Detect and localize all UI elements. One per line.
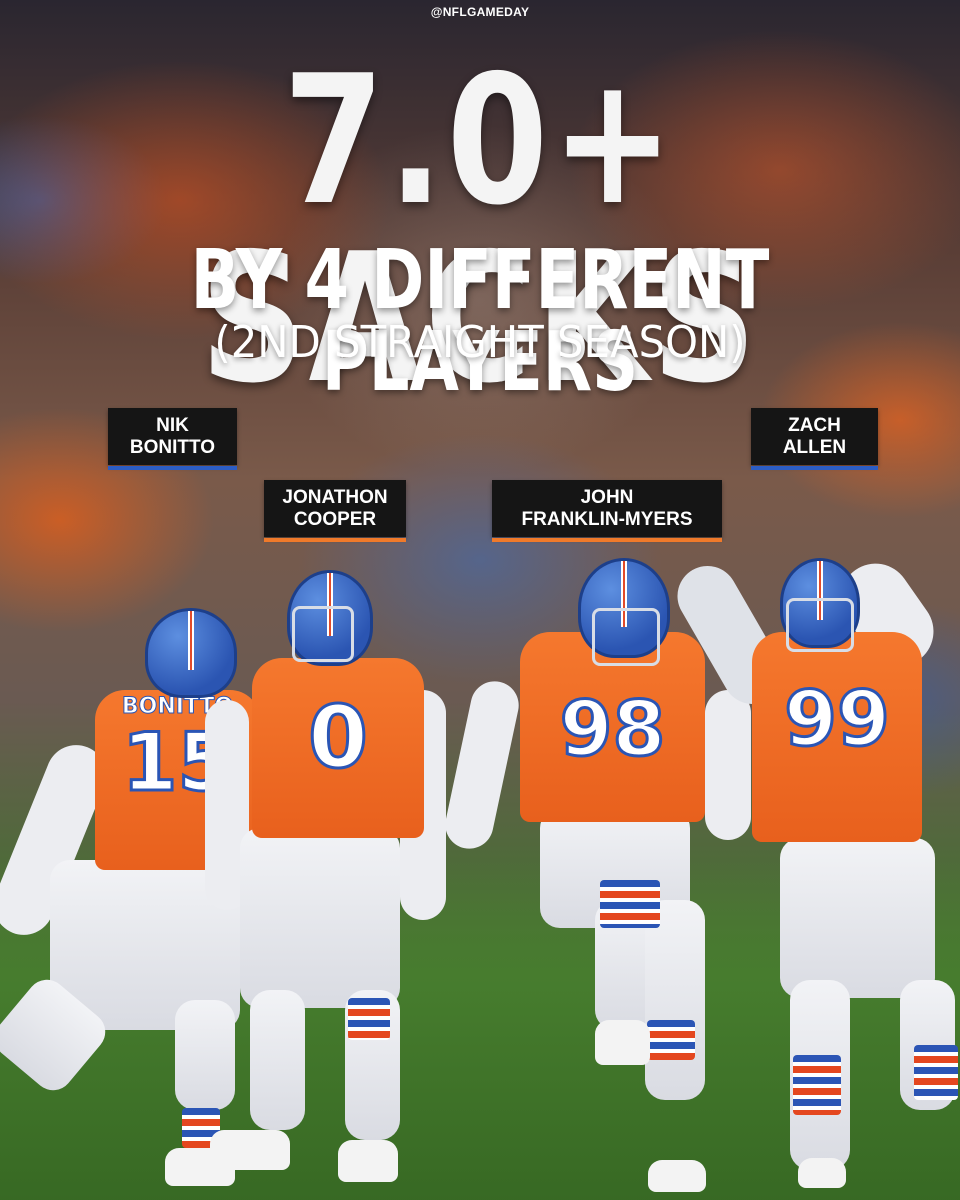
facemask [592,608,660,666]
facemask [786,598,854,652]
pants [240,828,400,1008]
subheadline: BY 4 DIFFERENT PLAYERS [190,233,770,410]
tag-accent-bar [492,538,722,542]
cleat [595,1020,650,1065]
jersey: 98 [520,632,705,822]
name-tag-bonitto: NIK BONITTO [108,408,237,470]
right-arm [705,690,751,840]
right-leg [645,900,705,1100]
cleat [338,1140,398,1182]
jersey-number: 0 [307,687,370,790]
first-name: NIK [156,415,189,436]
name-tag-franklin-myers: JOHN FRANKLIN-MYERS [492,480,722,542]
name-tag-allen: ZACH ALLEN [751,408,878,470]
sock [914,1045,958,1100]
last-name: FRANKLIN-MYERS [521,509,693,530]
jersey-number: 99 [783,673,892,765]
cleat [210,1130,290,1170]
account-handle: @NFLGAMEDAY [430,5,530,19]
season-note: (2ND STRAIGHT SEASON) [214,317,746,368]
headline: 7.0+ SACKS [200,37,760,422]
tag-accent-bar [264,538,406,542]
name-tag-cooper: JONATHON COOPER [264,480,406,542]
helmet-icon [145,608,237,698]
sock [647,1020,695,1060]
first-name: ZACH [788,415,841,436]
facemask [292,606,354,662]
right-leg [175,1000,235,1110]
tag-accent-bar [751,466,878,470]
tag-accent-bar [108,466,237,470]
sock [348,998,390,1040]
last-name: COOPER [293,509,377,530]
jersey-number: 98 [558,683,667,775]
last-name: ALLEN [782,437,847,458]
last-name: BONITTO [129,437,216,458]
first-name: JOHN [580,487,634,508]
first-name: JONATHON [282,487,388,508]
helmet-icon [287,570,373,666]
cleat [648,1160,706,1192]
sock [793,1055,841,1115]
cleat [798,1158,846,1188]
left-leg [250,990,305,1130]
pants [780,838,935,998]
jersey: 99 [752,632,922,842]
jersey: 0 [252,658,424,838]
sock [600,880,660,928]
